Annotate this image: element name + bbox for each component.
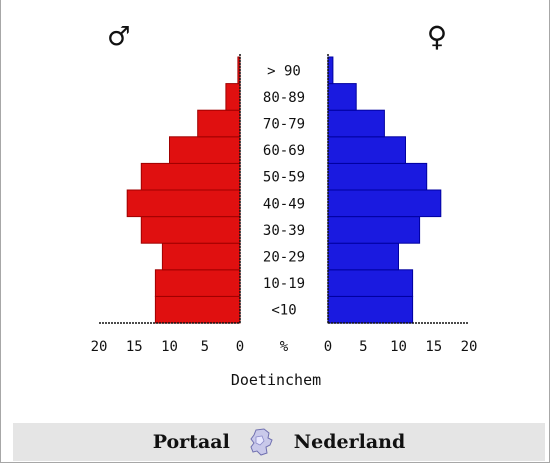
female-symbol: ♀ <box>427 17 447 57</box>
male-bar-2 <box>161 242 241 271</box>
x-tick-label-10: 20 <box>461 339 478 355</box>
female-bar-1 <box>327 269 414 297</box>
male-bar-0 <box>154 295 241 324</box>
population-pyramid-chart: ♂ ♀ <10 10-19 20-29 30-39 40-49 50-59 60-69 70-… <box>1 0 551 420</box>
portal-bar: Portaal Nederland <box>13 423 545 461</box>
female-bar-8 <box>327 83 357 111</box>
male-symbol: ♂ <box>109 17 129 57</box>
male-bar-3 <box>140 216 241 244</box>
tick-labels: 20 15 10 5 0% 0 5 10 15 20 <box>91 339 478 355</box>
axis-group <box>99 54 469 324</box>
male-bar-6 <box>169 136 241 164</box>
male-bar-7 <box>197 109 241 138</box>
age-label-6: 60-69 <box>263 143 305 159</box>
male-bar-4 <box>126 189 241 218</box>
age-label-5: 50-59 <box>263 170 305 186</box>
female-bar-4 <box>327 189 442 218</box>
x-tick-label-2: 10 <box>161 339 178 355</box>
age-label-9: > 90 <box>267 63 301 79</box>
pyramid-svg: ♂ ♀ <10 10-19 20-29 30-39 40-49 50-59 60-69 70-… <box>91 17 478 389</box>
x-tick-label-9: 15 <box>425 339 442 355</box>
netherlands-map-icon[interactable] <box>242 427 282 457</box>
x-tick-label-7: 5 <box>359 339 367 355</box>
x-axis-label: Doetinchem <box>231 371 321 389</box>
female-bar-5 <box>327 162 428 191</box>
male-bar-5 <box>140 162 241 191</box>
x-tick-label-0: 20 <box>91 339 108 355</box>
age-labels: <10 10-19 20-29 30-39 40-49 50-59 60-69 70-79 80… <box>263 63 305 318</box>
bars-group <box>126 56 442 324</box>
age-label-8: 80-89 <box>263 90 305 106</box>
male-bar-1 <box>154 269 241 297</box>
x-tick-label-1: 15 <box>126 339 143 355</box>
age-label-0: <10 <box>271 303 296 319</box>
age-label-7: 70-79 <box>263 117 305 133</box>
x-tick-label-3: 5 <box>201 339 209 355</box>
age-label-3: 30-39 <box>263 223 305 239</box>
female-bar-6 <box>327 136 406 164</box>
age-label-1: 10-19 <box>263 276 305 292</box>
female-bar-3 <box>327 216 421 244</box>
female-bar-2 <box>327 242 399 271</box>
female-bar-0 <box>327 295 414 324</box>
x-tick-label-8: 10 <box>390 339 407 355</box>
age-label-2: 20-29 <box>263 250 305 266</box>
female-bar-7 <box>327 109 385 138</box>
x-tick-label-6: 0 <box>324 339 332 355</box>
portal-nederland-link[interactable]: Nederland <box>293 431 406 453</box>
portal-label[interactable]: Portaal <box>152 431 230 453</box>
male-bar-8 <box>225 83 241 111</box>
x-tick-label-5: % <box>280 339 289 355</box>
x-tick-label-4: 0 <box>236 339 244 355</box>
age-label-4: 40-49 <box>263 196 305 212</box>
